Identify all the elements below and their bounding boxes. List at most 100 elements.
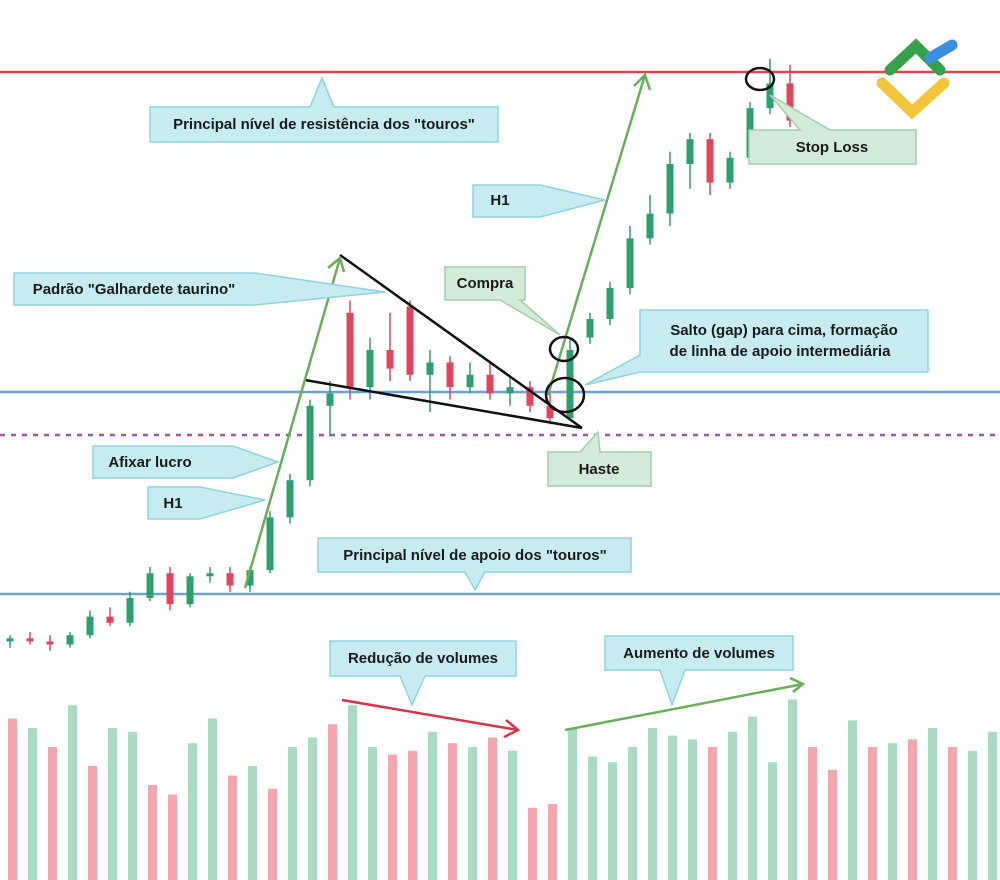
candle-body — [226, 573, 234, 586]
callout — [547, 430, 652, 487]
volume-bar — [68, 705, 77, 880]
volume-bar — [48, 747, 57, 880]
volume-bar — [448, 743, 457, 880]
volume-bar — [108, 728, 117, 880]
volume-bar — [508, 750, 517, 880]
candle-body — [486, 374, 494, 394]
callout — [13, 272, 386, 306]
candle-body — [306, 405, 314, 481]
volume-bar — [88, 766, 97, 880]
volume-bar — [428, 731, 437, 880]
volume-bar — [368, 747, 377, 880]
candle-body — [686, 139, 694, 164]
volume-bar — [648, 728, 657, 880]
callout — [92, 445, 281, 479]
volume-bar — [748, 716, 757, 880]
candle-body — [666, 164, 674, 214]
callout-text: H1 — [163, 495, 182, 512]
candle-body — [166, 573, 174, 605]
logo — [876, 38, 958, 120]
volume-bar — [328, 724, 337, 880]
candle-body — [466, 374, 474, 388]
candle-body — [106, 616, 114, 623]
volume-bar — [188, 743, 197, 880]
volume-bar — [168, 794, 177, 880]
candle-body — [626, 238, 634, 288]
volume-bar — [268, 788, 277, 880]
candle-body — [646, 213, 654, 239]
candle-body — [246, 570, 254, 586]
volume-bar — [468, 747, 477, 880]
callout-text: Redução de volumes — [348, 650, 498, 667]
callout-text: Principal nível de resistência dos "tour… — [173, 116, 475, 133]
candle-body — [366, 350, 374, 388]
candle-body — [6, 638, 14, 642]
callout — [147, 486, 266, 520]
callout-text: Stop Loss — [796, 139, 869, 156]
volume-bar — [588, 756, 597, 880]
volume-bar — [608, 762, 617, 880]
volume-bar — [128, 731, 137, 880]
callout-text: Compra — [457, 275, 514, 292]
callout — [472, 184, 606, 218]
volume-bar — [528, 807, 537, 880]
candle-body — [146, 573, 154, 598]
volume-bar — [768, 762, 777, 880]
candle-body — [266, 517, 274, 571]
candle-body — [206, 573, 214, 577]
volume-bar — [388, 754, 397, 880]
candle-body — [326, 393, 334, 406]
candle-body — [186, 576, 194, 605]
callout — [748, 94, 917, 165]
volume-bar — [408, 750, 417, 880]
volume-bar — [908, 739, 917, 880]
volume-bar — [548, 804, 557, 880]
volume-bar — [848, 720, 857, 880]
callout-text: Aumento de volumes — [623, 645, 775, 662]
volume-bar — [888, 743, 897, 880]
volume-bar — [288, 747, 297, 880]
volume-bar — [868, 747, 877, 880]
volume-bar — [248, 766, 257, 880]
candle-body — [546, 405, 554, 419]
callout-text: H1 — [490, 192, 509, 209]
volume-bar — [148, 785, 157, 880]
callout-text: Afixar lucro — [108, 454, 191, 471]
candle-body — [506, 387, 514, 394]
volume-bar — [928, 728, 937, 880]
callout-text: Principal nível de apoio dos "touros" — [343, 547, 606, 564]
candle-body — [386, 350, 394, 369]
volume-bar — [488, 737, 497, 880]
callout-text: de linha de apoio intermediária — [670, 343, 892, 360]
volume-bar — [728, 731, 737, 880]
candle-body — [66, 635, 74, 645]
callout-text: Padrão "Galhardete taurino" — [33, 281, 236, 298]
volume-bar — [828, 769, 837, 880]
callout — [604, 635, 794, 708]
volume-bar — [308, 737, 317, 880]
candle-body — [426, 362, 434, 375]
callout-text: Haste — [579, 461, 620, 478]
candle-body — [726, 157, 734, 183]
volume-bar — [788, 699, 797, 880]
callout-text: Salto (gap) para cima, formação — [670, 322, 898, 339]
callouts: Principal nível de resistência dos "tour… — [13, 76, 929, 708]
volume-bar — [668, 735, 677, 880]
volume-bar — [208, 718, 217, 880]
volume-bar — [968, 750, 977, 880]
candle-body — [126, 598, 134, 623]
volume-bar — [228, 775, 237, 880]
candle-body — [26, 638, 34, 642]
candle-body — [406, 306, 414, 375]
candle-body — [786, 83, 794, 121]
volume-bar — [988, 731, 997, 880]
volume-bar — [348, 705, 357, 880]
candle-body — [446, 362, 454, 388]
candle-body — [526, 387, 534, 406]
candle-body — [706, 139, 714, 183]
callout — [329, 640, 517, 707]
candle-body — [586, 319, 594, 338]
candle-body — [86, 616, 94, 636]
callout — [149, 76, 499, 143]
